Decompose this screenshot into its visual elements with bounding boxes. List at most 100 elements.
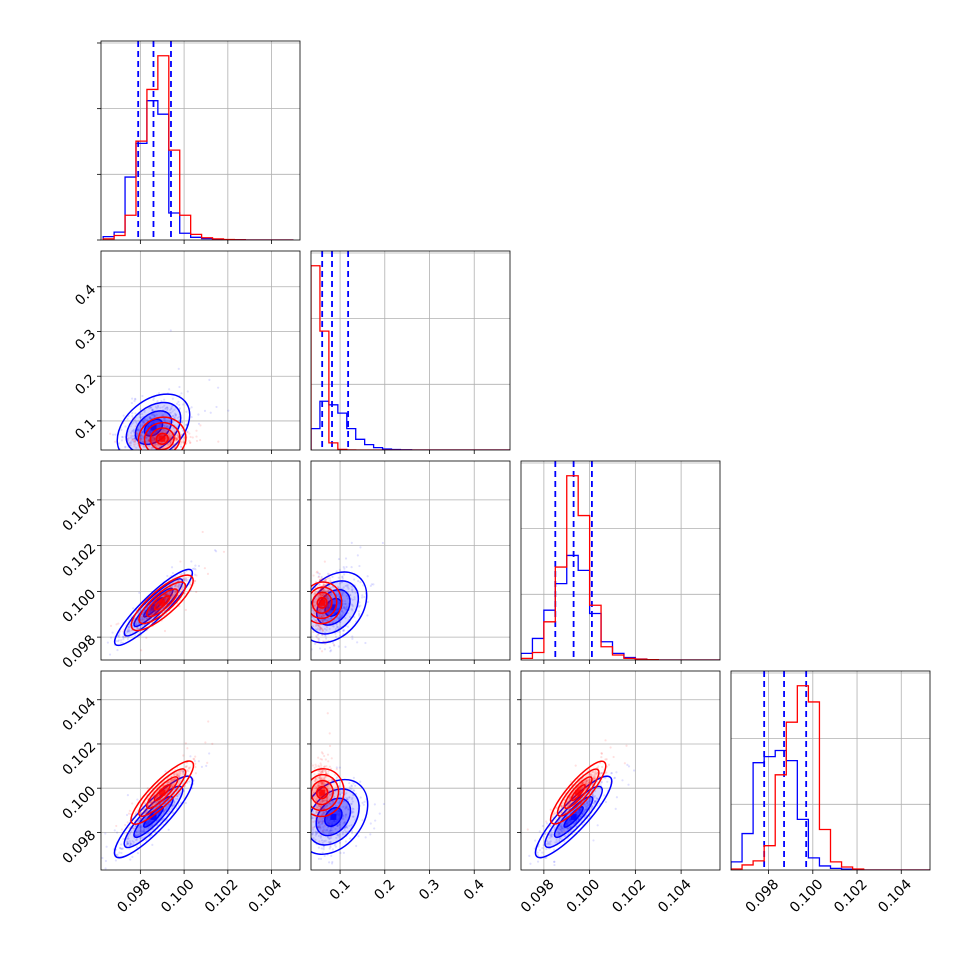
scatter-point [322, 825, 325, 829]
scatter-point [145, 418, 149, 422]
scatter-point [182, 578, 185, 581]
scatter-point [128, 844, 132, 847]
scatter-point [181, 770, 185, 774]
scatter-point [343, 828, 346, 832]
scatter-point [465, 874, 467, 876]
scatter-point [335, 836, 338, 839]
scatter-point [319, 816, 322, 819]
scatter-point [176, 438, 179, 441]
scatter-point [145, 437, 148, 440]
scatter-point [141, 618, 144, 622]
scatter-point [322, 806, 325, 809]
scatter-point [140, 412, 144, 416]
scatter-point [328, 646, 331, 649]
scatter-point [345, 806, 348, 809]
scatter-point [157, 392, 161, 395]
scatter-point [111, 631, 114, 634]
scatter-point [161, 406, 164, 409]
scatter-point [320, 769, 323, 773]
scatter-point [342, 591, 345, 594]
scatter-point [313, 593, 316, 596]
grid [101, 671, 300, 870]
scatter-point [306, 806, 308, 808]
panel-content [305, 712, 385, 865]
scatter-point [180, 421, 184, 424]
scatter-point [351, 832, 354, 835]
scatter-point [181, 435, 184, 439]
scatter-point [132, 443, 136, 446]
scatter-point [131, 439, 134, 442]
scatter-point [322, 846, 325, 849]
scatter-point [139, 424, 142, 427]
scatter-point [319, 823, 322, 826]
scatter-point [318, 588, 321, 592]
scatter-point [137, 428, 140, 431]
scatter-point [314, 778, 317, 781]
scatter-point [164, 406, 167, 410]
scatter-point [126, 842, 129, 846]
scatter-point [320, 758, 324, 761]
scatter-point [183, 578, 186, 582]
scatter-point [190, 560, 193, 563]
scatter-point [315, 832, 318, 835]
scatter-point [154, 432, 158, 435]
scatter-point [129, 843, 132, 847]
scatter-point [321, 782, 324, 785]
scatter-point [328, 732, 331, 735]
scatter-point [308, 853, 310, 855]
scatter-point [305, 818, 307, 820]
scatter-point [98, 878, 100, 880]
scatter-point [134, 425, 137, 428]
scatter-point [151, 408, 154, 411]
scatter-point [316, 633, 319, 637]
scatter-point [323, 595, 326, 598]
scatter-point [122, 635, 125, 638]
scatter-point [134, 412, 137, 415]
scatter-point [166, 442, 170, 446]
scatter-point [319, 579, 323, 582]
scatter-point [166, 425, 169, 428]
scatter-point [312, 820, 315, 823]
scatter-point [148, 416, 152, 419]
scatter-point [320, 650, 324, 653]
scatter-point [158, 430, 162, 434]
scatter-point [323, 619, 326, 622]
scatter-point [133, 418, 136, 422]
scatter-point [311, 607, 313, 610]
scatter-point [134, 813, 137, 816]
scatter-point [143, 830, 146, 833]
scatter-point [366, 575, 369, 578]
scatter-point [327, 590, 330, 593]
scatter-point [345, 792, 348, 795]
scatter-point [323, 765, 326, 769]
contour-red [137, 416, 187, 450]
scatter-point [130, 442, 133, 445]
scatter-point [171, 414, 174, 418]
scatter-point [146, 435, 149, 439]
scatter-point [350, 811, 354, 814]
scatter-point [281, 634, 283, 636]
scatter-point [322, 583, 325, 586]
scatter-point [174, 434, 177, 437]
scatter-point [313, 766, 316, 769]
scatter-point [322, 811, 325, 814]
scatter-point [315, 636, 318, 639]
scatter-point [188, 766, 192, 769]
scatter-point [170, 435, 173, 438]
scatter-point [115, 854, 118, 857]
scatter-point [353, 598, 356, 601]
scatter-point [173, 579, 177, 582]
scatter-point [154, 443, 157, 446]
scatter-point [322, 577, 325, 581]
scatter-point [118, 635, 121, 638]
scatter-point [141, 615, 144, 618]
scatter-point [117, 640, 120, 643]
scatter-point [126, 438, 129, 441]
scatter-point [374, 819, 377, 822]
scatter-point [311, 764, 315, 767]
scatter-point [169, 411, 173, 414]
scatter-point [323, 588, 326, 591]
scatter-point [324, 578, 328, 581]
scatter-point [171, 585, 174, 588]
scatter-point [122, 422, 125, 425]
